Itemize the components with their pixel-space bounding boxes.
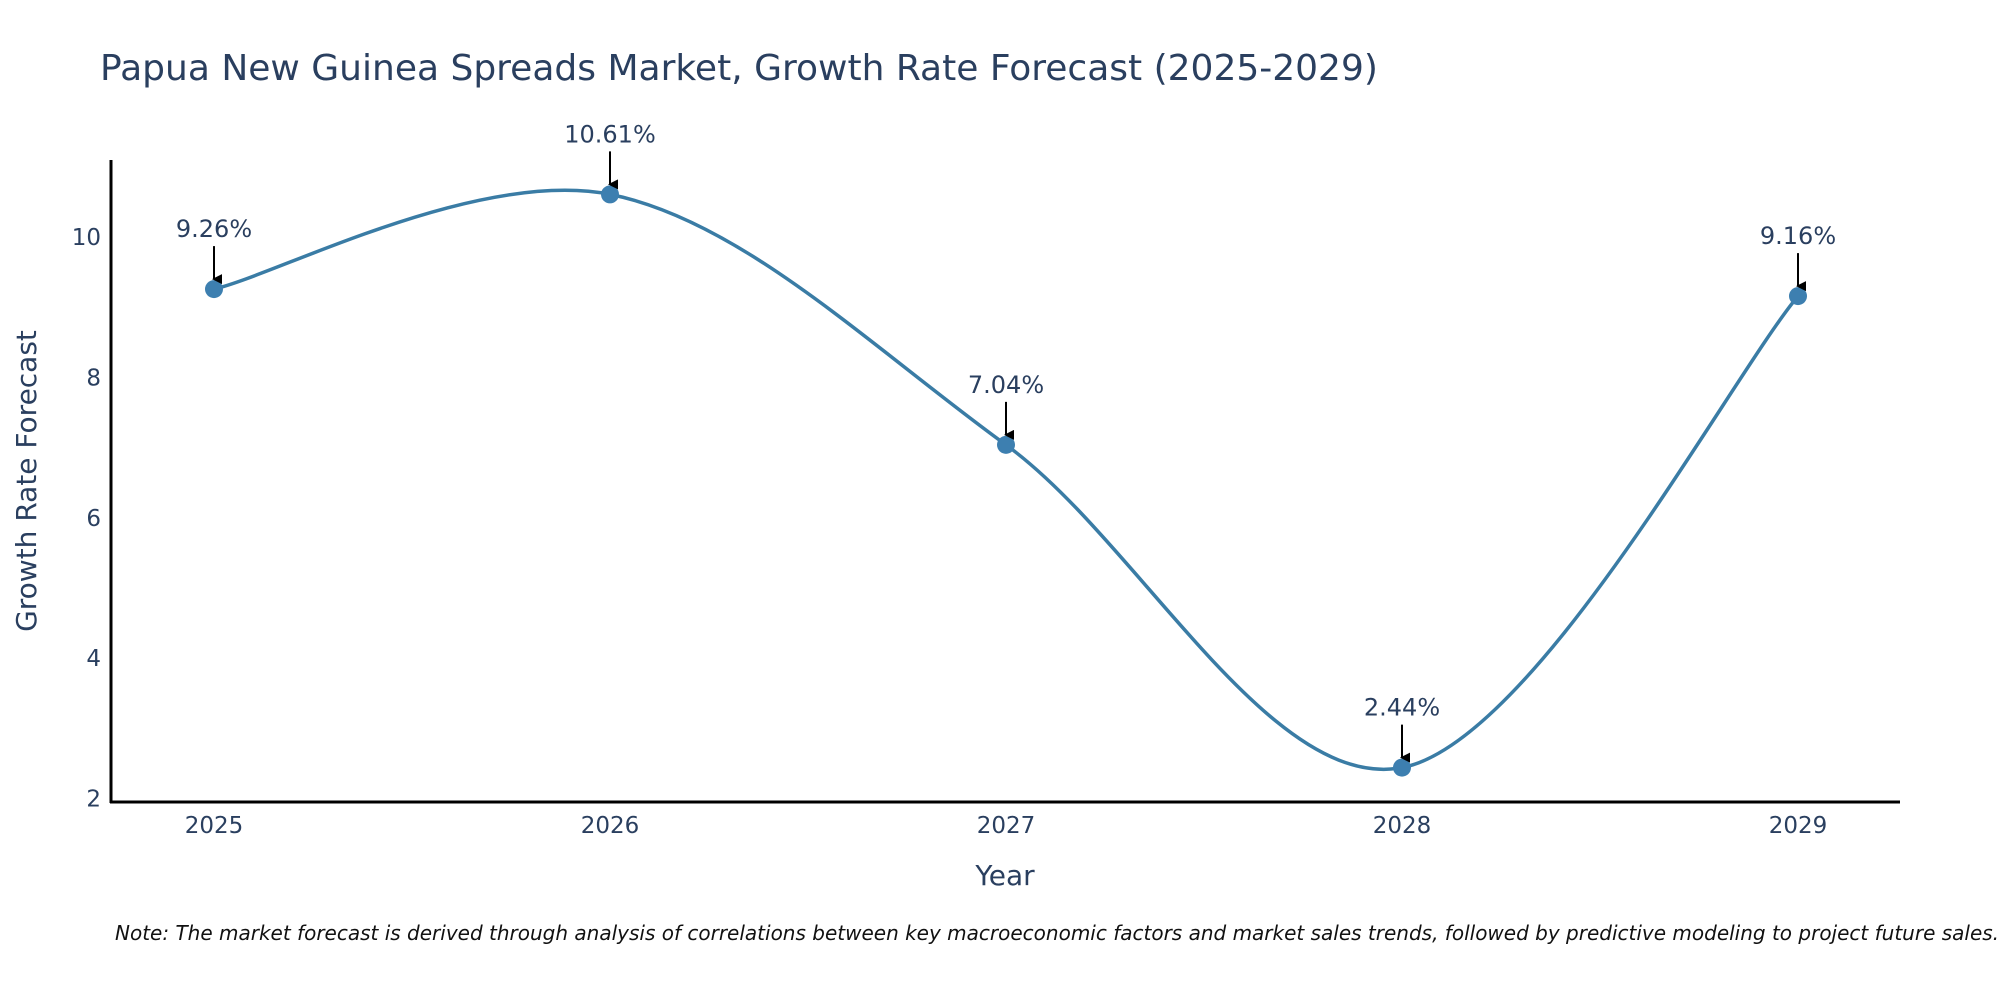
data-label-2028: 2.44% <box>1364 694 1440 722</box>
y-axis-title: Growth Rate Forecast <box>10 330 43 632</box>
x-tick-label-2026: 2026 <box>581 813 640 839</box>
data-point-2026 <box>601 185 619 204</box>
chart-title: Papua New Guinea Spreads Market, Growth … <box>100 48 1378 89</box>
x-axis-title: Year <box>974 859 1035 892</box>
y-tick-label-6: 6 <box>86 506 101 532</box>
data-point-2028 <box>1393 758 1411 777</box>
x-tick-label-2029: 2029 <box>1769 813 1828 839</box>
data-markers <box>205 185 1807 777</box>
y-tick-label-2: 2 <box>86 786 101 812</box>
x-tick-label-2027: 2027 <box>977 813 1036 839</box>
forecast-note: Note: The market forecast is derived thr… <box>115 921 1999 945</box>
data-label-2026: 10.61% <box>564 120 656 148</box>
data-label-2029: 9.16% <box>1760 222 1836 250</box>
y-axis-ticks: 2 4 6 8 10 <box>72 225 101 812</box>
y-tick-label-8: 8 <box>86 366 101 392</box>
series-line <box>213 188 1800 772</box>
data-point-2029 <box>1789 287 1807 306</box>
x-tick-label-2028: 2028 <box>1373 813 1432 839</box>
x-tick-label-2025: 2025 <box>185 813 244 839</box>
data-labels: 9.26% 10.61% 7.04% 2.44% 9.16% <box>176 120 1836 763</box>
data-label-2025: 9.26% <box>176 215 252 243</box>
data-point-2025 <box>205 280 223 299</box>
y-tick-label-10: 10 <box>72 225 101 251</box>
data-point-2027 <box>997 435 1015 454</box>
x-axis-ticks: 2025 2026 2027 2028 2029 <box>185 813 1828 839</box>
y-tick-label-4: 4 <box>86 646 101 672</box>
data-label-2027: 7.04% <box>968 371 1044 399</box>
